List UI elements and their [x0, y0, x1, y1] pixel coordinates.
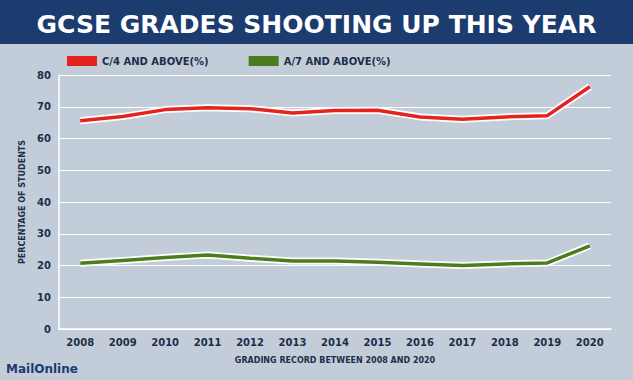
svg-text:60: 60 [37, 133, 51, 144]
svg-text:2012: 2012 [236, 337, 264, 348]
svg-text:GCSE GRADES SHOOTING UP THIS Y: GCSE GRADES SHOOTING UP THIS YEAR [37, 10, 597, 39]
svg-text:MailOnline: MailOnline [6, 362, 78, 376]
svg-text:2010: 2010 [151, 337, 179, 348]
svg-text:PERCENTAGE OF STUDENTS: PERCENTAGE OF STUDENTS [18, 140, 27, 264]
svg-text:70: 70 [37, 101, 51, 112]
svg-text:2019: 2019 [533, 337, 561, 348]
svg-text:2013: 2013 [279, 337, 307, 348]
svg-text:2016: 2016 [406, 337, 434, 348]
svg-text:10: 10 [37, 292, 51, 303]
svg-text:2009: 2009 [109, 337, 137, 348]
svg-text:C/4 AND ABOVE(%): C/4 AND ABOVE(%) [102, 56, 209, 67]
svg-text:2011: 2011 [194, 337, 222, 348]
svg-text:50: 50 [37, 165, 51, 176]
svg-text:20: 20 [37, 260, 51, 271]
svg-text:2014: 2014 [321, 337, 349, 348]
svg-text:A/7 AND ABOVE(%): A/7 AND ABOVE(%) [284, 56, 391, 67]
svg-text:30: 30 [37, 228, 51, 239]
svg-text:2018: 2018 [491, 337, 519, 348]
svg-text:2017: 2017 [448, 337, 476, 348]
svg-text:GRADING RECORD BETWEEN 2008 AN: GRADING RECORD BETWEEN 2008 AND 2020 [235, 356, 436, 365]
svg-text:2020: 2020 [576, 337, 604, 348]
svg-text:2008: 2008 [66, 337, 94, 348]
svg-text:2015: 2015 [364, 337, 392, 348]
svg-text:0: 0 [44, 324, 51, 335]
svg-text:40: 40 [37, 197, 51, 208]
svg-text:80: 80 [37, 70, 51, 81]
